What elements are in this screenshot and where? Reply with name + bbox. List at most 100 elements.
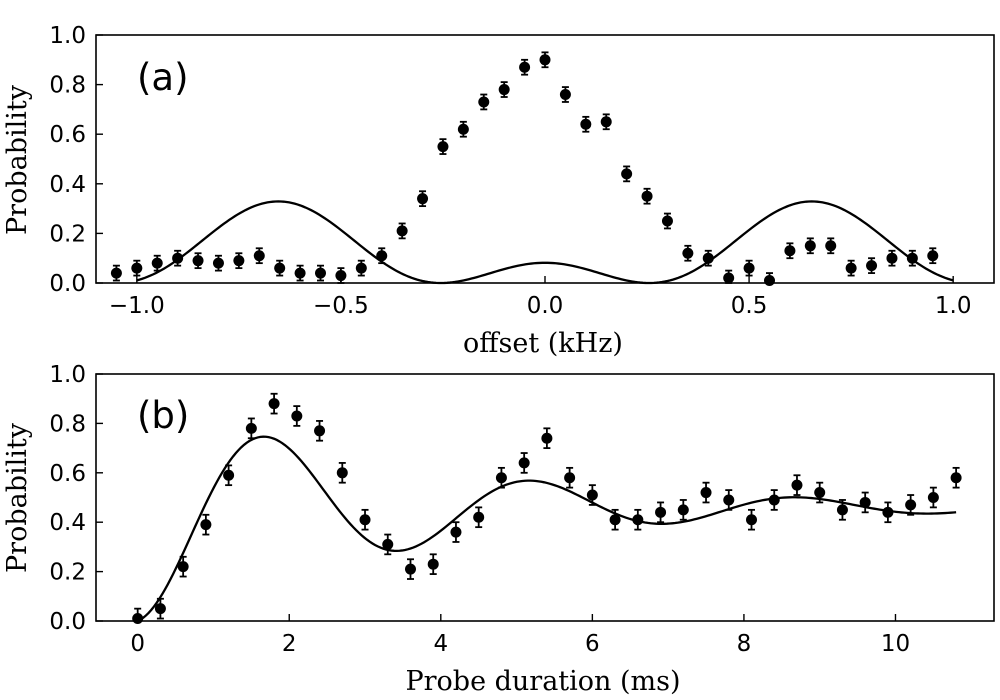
data-marker	[132, 613, 144, 625]
y-tick-label: 0.4	[49, 510, 86, 536]
data-marker	[192, 255, 204, 267]
x-tick-label: 0.5	[731, 293, 768, 319]
data-point	[294, 264, 306, 282]
data-marker	[223, 469, 235, 481]
data-marker	[845, 262, 857, 274]
panel-label: (a)	[137, 56, 189, 99]
data-point	[233, 252, 245, 270]
data-point	[702, 249, 714, 267]
data-marker	[559, 89, 571, 101]
data-marker	[784, 245, 796, 257]
data-marker	[814, 487, 826, 499]
x-tick-label: 0.0	[527, 293, 564, 319]
data-point	[132, 607, 144, 625]
data-point	[791, 474, 803, 496]
data-point	[621, 165, 633, 183]
data-point	[437, 138, 449, 155]
data-point	[274, 259, 286, 277]
data-point	[427, 553, 439, 575]
data-marker	[723, 272, 735, 284]
data-marker	[906, 252, 918, 264]
data-marker	[437, 141, 449, 153]
data-point	[836, 499, 848, 521]
data-marker	[743, 262, 755, 274]
data-marker	[564, 472, 576, 484]
data-point	[764, 272, 775, 287]
data-marker	[804, 240, 816, 252]
data-marker	[457, 123, 469, 135]
data-marker	[700, 487, 712, 499]
data-point	[609, 508, 621, 531]
y-tick-label: 0.6	[49, 122, 86, 148]
data-marker	[764, 275, 775, 287]
data-point	[154, 597, 166, 620]
fit-curve	[137, 435, 957, 623]
data-marker	[768, 494, 780, 506]
data-marker	[172, 252, 184, 264]
data-point	[223, 464, 235, 487]
data-point	[661, 212, 673, 230]
data-marker	[927, 492, 939, 503]
data-point	[632, 508, 644, 531]
data-marker	[154, 603, 166, 615]
data-marker	[110, 267, 122, 279]
data-point	[906, 249, 918, 267]
y-tick-label: 1.0	[49, 23, 86, 49]
data-point	[580, 115, 592, 133]
data-point	[825, 237, 837, 255]
data-marker	[177, 561, 189, 573]
data-point	[927, 486, 939, 509]
data-point	[382, 533, 394, 556]
data-marker	[291, 410, 303, 422]
data-point	[315, 264, 326, 282]
data-point	[291, 405, 303, 427]
data-point	[950, 466, 962, 489]
data-marker	[131, 262, 143, 274]
data-marker	[396, 225, 408, 237]
data-point	[845, 259, 857, 277]
data-point	[335, 267, 347, 284]
x-tick-label: 2	[282, 631, 297, 657]
y-tick-label: 0.0	[49, 271, 86, 297]
data-point	[131, 259, 143, 277]
data-marker	[791, 479, 803, 491]
data-marker	[882, 506, 894, 518]
data-point	[677, 499, 689, 521]
data-point	[110, 264, 122, 282]
data-point	[268, 392, 280, 415]
data-marker	[621, 168, 633, 180]
data-point	[814, 481, 826, 504]
data-point	[682, 244, 694, 262]
data-marker	[836, 504, 848, 516]
data-point	[450, 521, 462, 543]
fit-curve	[136, 200, 954, 285]
data-marker	[315, 267, 326, 279]
data-marker	[427, 558, 439, 570]
y-tick-label: 0.2	[49, 560, 86, 586]
data-point	[746, 508, 758, 531]
data-point	[473, 506, 485, 529]
y-axis-label: Probability	[2, 422, 33, 573]
data-marker	[905, 499, 917, 511]
x-tick-label: 10	[881, 631, 910, 657]
data-marker	[200, 519, 212, 531]
panel-b: 0.0 0.2 0.4 0.6 0.8 1.0 0 2 4 6 8 10 Probe duration …	[2, 362, 995, 697]
data-point	[253, 247, 265, 265]
y-tick-label: 1.0	[49, 362, 86, 388]
data-marker	[609, 514, 621, 526]
data-marker	[382, 538, 394, 550]
data-point	[518, 452, 530, 474]
data-point	[336, 462, 348, 484]
data-point	[927, 247, 939, 265]
data-point	[212, 254, 224, 272]
data-point	[655, 501, 667, 524]
data-marker	[498, 84, 510, 96]
data-marker	[723, 494, 735, 506]
x-axis-label: offset (kHz)	[463, 328, 623, 359]
data-marker	[495, 472, 507, 484]
data-marker	[661, 215, 673, 227]
data-marker	[641, 190, 653, 202]
x-tick-label: 1.0	[935, 293, 972, 319]
data-point	[564, 466, 576, 489]
y-tick-label: 0.8	[49, 411, 86, 437]
